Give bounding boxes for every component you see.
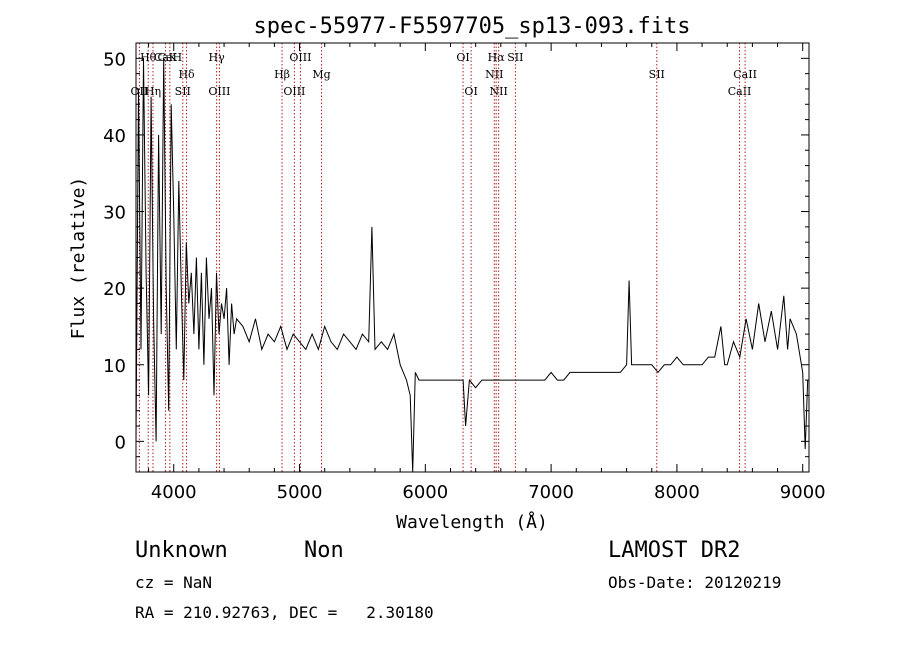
y-tick-label-4: 40 bbox=[103, 126, 126, 147]
line-marker-label-10: OIII bbox=[283, 85, 305, 98]
line-marker-label-15: NII bbox=[485, 68, 503, 81]
line-marker-label-8: OIII bbox=[208, 85, 230, 98]
line-marker-label-17: NII bbox=[490, 85, 508, 98]
x-tick-label-2: 6000 bbox=[402, 482, 448, 503]
y-tick-label-3: 30 bbox=[103, 203, 126, 224]
line-marker-label-16: Hα bbox=[488, 51, 506, 64]
plot-frame bbox=[135, 42, 810, 473]
line-marker-label-5: Hδ bbox=[178, 68, 195, 81]
line-marker-label-19: SII bbox=[649, 68, 665, 81]
line-marker-label-6: SII bbox=[175, 85, 191, 98]
obs-date: Obs-Date: 20120219 bbox=[608, 573, 782, 592]
line-marker-label-9: Hβ bbox=[274, 68, 290, 81]
x-tick-label-1: 5000 bbox=[277, 482, 323, 503]
line-marker-label-13: OI bbox=[456, 51, 469, 64]
y-tick-label-1: 10 bbox=[103, 356, 126, 377]
x-tick-label-5: 9000 bbox=[780, 482, 826, 503]
y-tick-label-2: 20 bbox=[103, 279, 126, 300]
x-axis-label: Wavelength (Å) bbox=[396, 511, 548, 533]
redshift-text: cz = NaN bbox=[135, 573, 213, 592]
line-markers: OIIHθHηCaKCaHHδSIIHγOIIIHβOIIIOIIIMgOIOI… bbox=[131, 43, 757, 472]
line-marker-label-7: Hγ bbox=[209, 51, 226, 64]
line-marker-label-14: OI bbox=[464, 85, 477, 98]
line-marker-label-2: Hη bbox=[145, 85, 161, 98]
line-marker-label-18: SII bbox=[507, 51, 523, 64]
x-axis-ticks: 4000 5000 6000 7000 8000 9000 bbox=[148, 43, 826, 503]
line-marker-label-21: CaII bbox=[733, 68, 757, 81]
y-tick-label-5: 50 bbox=[103, 49, 126, 70]
object-subclass: Non bbox=[304, 538, 344, 563]
line-marker-label-4: CaH bbox=[158, 51, 183, 64]
survey-name: LAMOST DR2 bbox=[608, 538, 741, 563]
y-tick-label-0: 0 bbox=[115, 432, 126, 453]
x-tick-label-4: 8000 bbox=[654, 482, 700, 503]
chart-title: spec-55977-F5597705_sp13-093.fits bbox=[253, 14, 690, 39]
x-tick-label-3: 7000 bbox=[528, 482, 574, 503]
line-marker-label-11: OIII bbox=[289, 51, 311, 64]
line-marker-label-12: Mg bbox=[312, 68, 330, 81]
coordinates-text: RA = 210.92763, DEC = 2.30180 bbox=[135, 603, 434, 622]
x-tick-label-0: 4000 bbox=[151, 482, 197, 503]
y-axis-ticks: 0 10 20 30 40 50 bbox=[103, 42, 809, 458]
spectrum-line-0 bbox=[135, 58, 809, 473]
y-axis-label: Flux (relative) bbox=[68, 177, 89, 340]
spectrum-series bbox=[135, 58, 809, 473]
object-class: Unknown bbox=[135, 538, 228, 563]
line-marker-label-20: CaII bbox=[728, 85, 752, 98]
line-marker-label-3: CaK bbox=[154, 51, 178, 64]
